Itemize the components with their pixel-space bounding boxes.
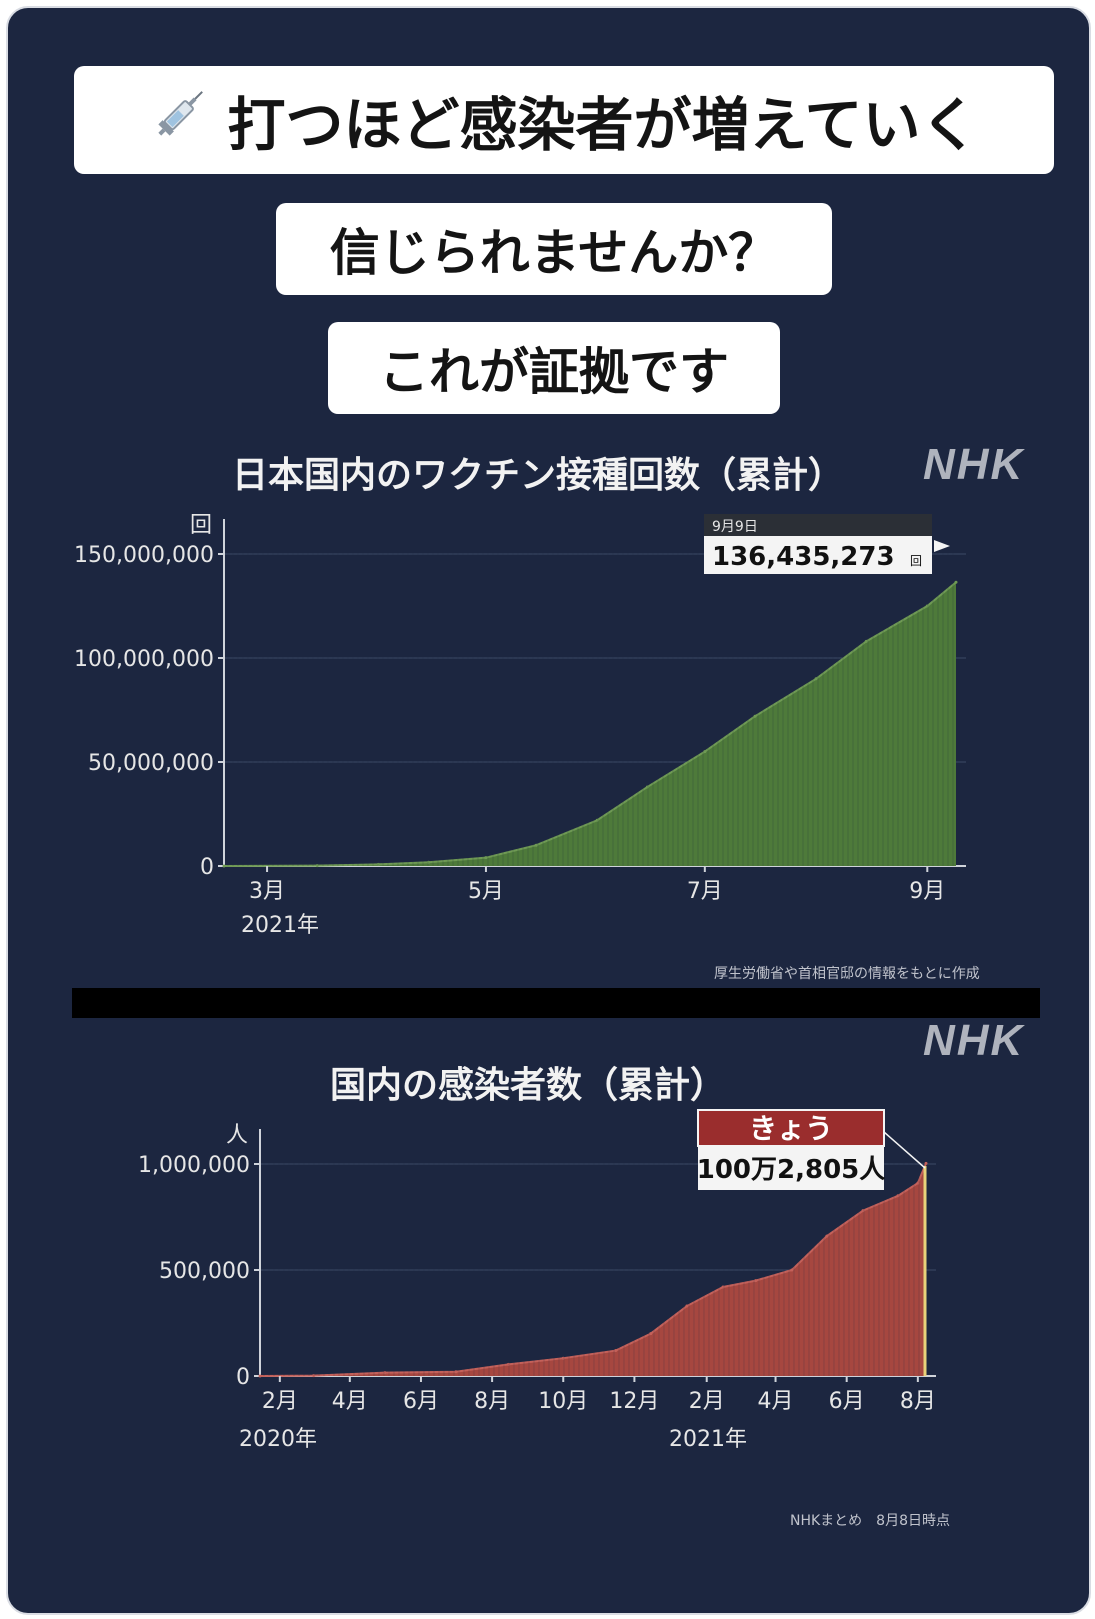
vaccine-chart-title: 日本国内のワクチン接種回数（累計） <box>231 455 844 496</box>
data-point <box>861 1209 865 1213</box>
data-point <box>790 1268 794 1272</box>
cases-chart: 0 500,000 1,000,000 人 2月 4月 6月 8月 10月 12月 2月 4月 6月 8月… <box>138 1109 936 1452</box>
callout-leader-line <box>883 1131 926 1169</box>
callout-pointer <box>934 540 950 552</box>
data-point <box>649 1332 653 1336</box>
data-point <box>864 639 868 643</box>
x-tick-label: 8月 <box>474 1389 510 1414</box>
data-point <box>595 818 599 822</box>
data-point <box>721 1285 725 1289</box>
vaccine-source-note: 厚生労働省や首相官邸の情報をもとに作成 <box>714 966 980 982</box>
data-point <box>896 1194 900 1198</box>
y-tick-label: 150,000,000 <box>74 543 214 568</box>
y-tick-label: 50,000,000 <box>88 751 214 776</box>
data-point <box>258 1374 262 1378</box>
headline-1: 打つほど感染者が増えていく <box>74 66 1054 174</box>
data-point <box>814 677 818 681</box>
x-tick-label: 10月 <box>538 1389 588 1414</box>
data-point <box>315 864 319 868</box>
headline-1-text: 打つほど感染者が増えていく <box>227 91 979 159</box>
x-tick-label: 6月 <box>829 1389 865 1414</box>
area-series <box>260 1163 926 1376</box>
x-tick-label: 2月 <box>262 1389 298 1414</box>
y-tick-label: 0 <box>200 855 214 880</box>
x-tick-label: 5月 <box>468 879 504 904</box>
headline-2: 信じられませんか？ <box>276 203 832 295</box>
data-point <box>383 1371 387 1375</box>
data-point <box>427 860 431 864</box>
x-tick-label: 2月 <box>689 1389 725 1414</box>
x-tick-label: 7月 <box>687 879 723 904</box>
data-point <box>561 1356 565 1360</box>
data-point <box>645 785 649 789</box>
x-year-label: 2021年 <box>669 1427 747 1452</box>
data-point <box>924 1161 928 1165</box>
data-point <box>506 1362 510 1366</box>
data-point <box>753 714 757 718</box>
data-point <box>484 856 488 860</box>
headline-3: これが証拠です <box>328 322 780 414</box>
y-tick-label: 0 <box>236 1365 250 1390</box>
data-point <box>925 604 929 608</box>
data-point <box>825 1234 829 1238</box>
y-axis-unit: 人 <box>226 1123 248 1148</box>
x-tick-label: 4月 <box>758 1389 794 1414</box>
callout-date-bg <box>704 514 932 536</box>
data-point <box>222 864 226 868</box>
data-point <box>685 1304 689 1308</box>
data-point <box>754 1279 758 1283</box>
latest-value-callout: 9月9日 136,435,273 回 <box>704 514 950 574</box>
divider-bar <box>72 988 1040 1018</box>
infographic-frame: 打つほど感染者が増えていく 信じられませんか？ これが証拠です 日本国内のワクチ… <box>6 6 1091 1615</box>
data-point <box>614 1349 618 1353</box>
y-tick-label: 1,000,000 <box>138 1153 250 1178</box>
callout-value-bg <box>698 1146 884 1190</box>
data-point <box>954 580 958 584</box>
x-tick-label: 6月 <box>403 1389 439 1414</box>
data-point <box>916 1181 920 1185</box>
x-year-label: 2021年 <box>241 913 319 938</box>
cases-source-note: NHKまとめ 8月8日時点 <box>790 1513 950 1529</box>
x-year-label: 2020年 <box>239 1427 317 1452</box>
nhk-logo: NHK <box>923 440 1025 489</box>
data-point <box>376 862 380 866</box>
data-point <box>534 843 538 847</box>
area-series <box>224 582 956 866</box>
callout-date: 9月9日 <box>712 519 758 535</box>
x-tick-label: 9月 <box>909 879 945 904</box>
data-point <box>454 1370 458 1374</box>
data-point <box>703 750 707 754</box>
y-tick-label: 500,000 <box>159 1259 250 1284</box>
callout-label: きょう <box>749 1112 833 1145</box>
callout-value: 100万2,805人 <box>697 1155 886 1185</box>
headline-2-text: 信じられませんか？ <box>329 224 779 282</box>
nhk-logo: NHK <box>923 1016 1025 1065</box>
callout-unit: 回 <box>910 554 922 568</box>
callout-value-bg <box>704 536 932 574</box>
x-tick-label: 4月 <box>332 1389 368 1414</box>
syringe-icon <box>149 81 213 159</box>
cases-chart-title: 国内の感染者数（累計） <box>329 1065 726 1106</box>
vaccine-chart: 0 50,000,000 100,000,000 150,000,000 回 3月 5月 7月… <box>74 513 966 938</box>
callout-label-bg <box>697 1109 885 1147</box>
y-axis-unit: 回 <box>190 513 212 538</box>
callout-value: 136,435,273 <box>712 542 895 572</box>
area-outline <box>223 581 957 867</box>
x-tick-label: 12月 <box>609 1389 659 1414</box>
y-tick-label: 100,000,000 <box>74 647 214 672</box>
x-tick-label: 8月 <box>900 1389 936 1414</box>
headline-3-text: これが証拠です <box>379 343 729 401</box>
today-callout: きょう 100万2,805人 <box>697 1109 926 1190</box>
data-point <box>312 1374 316 1378</box>
x-tick-label: 3月 <box>249 879 285 904</box>
